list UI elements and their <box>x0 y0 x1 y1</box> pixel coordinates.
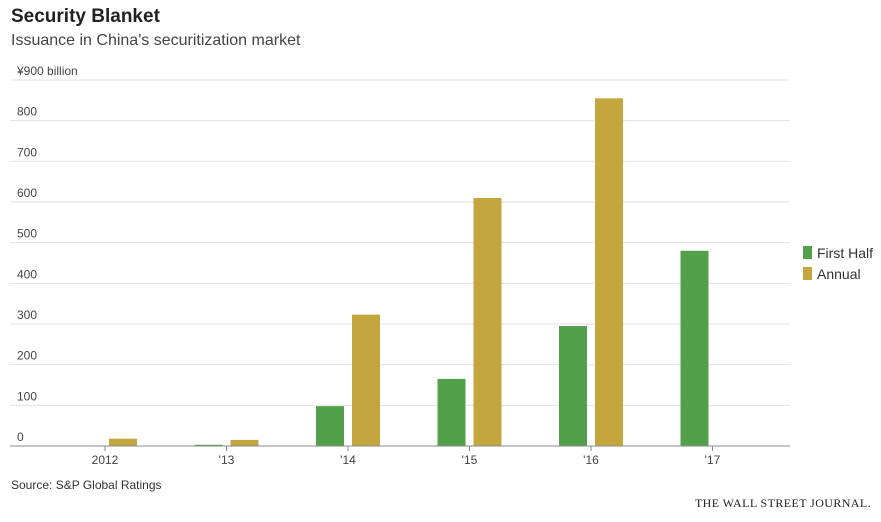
gridlines <box>10 79 790 406</box>
bar-annual <box>473 197 502 446</box>
bar-annual <box>109 438 137 446</box>
bar-annual <box>230 439 259 446</box>
y-tick-label: 500 <box>17 227 37 241</box>
x-tick-label: '17 <box>705 453 721 467</box>
publisher-brand: THE WALL STREET JOURNAL. <box>694 496 871 510</box>
legend-swatch-first-half <box>803 246 812 259</box>
legend-item-annual: Annual <box>803 263 873 284</box>
x-tick-label: '13 <box>219 453 235 467</box>
legend-label-annual: Annual <box>817 265 861 282</box>
y-tick-label: 300 <box>17 308 37 322</box>
bar-first-half <box>437 378 466 446</box>
y-tick-label: 100 <box>17 389 37 403</box>
y-tick-label: 600 <box>17 186 37 200</box>
x-tick-label: '16 <box>583 453 599 467</box>
legend-swatch-annual <box>803 267 812 280</box>
source-note: Source: S&P Global Ratings <box>11 478 162 492</box>
legend-label-first-half: First Half <box>817 244 873 261</box>
y-tick-label: 700 <box>17 145 37 159</box>
x-tick-label: '14 <box>340 453 356 467</box>
y-tick-label: 400 <box>17 267 37 281</box>
bar-annual <box>595 98 623 447</box>
y-tick-label: 800 <box>17 105 37 119</box>
legend: First Half Annual <box>803 242 873 284</box>
x-tick-label: 2012 <box>92 453 119 467</box>
chart-title: Security Blanket <box>11 6 160 27</box>
chart-subtitle: Issuance in China's securitization marke… <box>11 32 301 49</box>
bar-first-half <box>559 326 587 446</box>
bar-first-half <box>194 444 223 446</box>
legend-item-first-half: First Half <box>803 242 873 263</box>
x-tick-label: '15 <box>462 453 478 467</box>
y-tick-label: 200 <box>17 349 37 363</box>
bar-first-half <box>316 406 344 446</box>
x-axis: 2012 '13 '14 '15 '16 '17 <box>10 445 790 467</box>
y-tick-label: ¥900 billion <box>16 64 78 78</box>
bar-first-half <box>680 250 709 446</box>
y-axis-tick-labels: 0 100 200 300 400 500 600 700 800 ¥900 billion <box>16 64 78 444</box>
bars <box>73 98 709 447</box>
bar-annual <box>352 314 380 446</box>
y-tick-label: 0 <box>17 430 24 444</box>
bar-chart: 0 100 200 300 400 500 600 700 800 ¥900 billion 20… <box>10 64 790 467</box>
